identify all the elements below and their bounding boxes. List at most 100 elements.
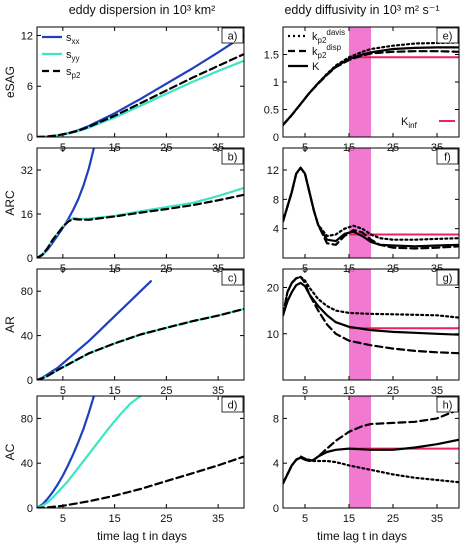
panel-letter: b) bbox=[228, 152, 238, 164]
x-tick-label: 25 bbox=[160, 513, 172, 525]
panel-letter-box bbox=[436, 27, 459, 44]
y-tick-label: 6 bbox=[27, 81, 33, 93]
y-tick-label: 12 bbox=[21, 30, 33, 42]
plot-frame bbox=[36, 395, 245, 509]
y-tick-label: 0 bbox=[273, 503, 279, 515]
series-s-yy bbox=[37, 396, 142, 508]
series-group bbox=[37, 396, 244, 508]
legend-label-k-inf: Kinf bbox=[401, 116, 418, 130]
legend-label-s-p2: sp2 bbox=[66, 66, 81, 80]
series-group bbox=[283, 408, 459, 485]
series-s-p2 bbox=[37, 53, 244, 137]
x-tick-label: 5 bbox=[60, 385, 66, 397]
panel-g: 5 15 25 35 10 20 g) bbox=[267, 268, 460, 397]
legend-label-s-xx: sxx bbox=[66, 32, 80, 46]
series-group bbox=[283, 41, 459, 126]
right-xlabel: time lag t in days bbox=[317, 529, 407, 543]
legend-label-K: K bbox=[312, 61, 320, 73]
shaded-band bbox=[349, 396, 371, 508]
plot-frame bbox=[36, 147, 245, 259]
plot-frame bbox=[282, 268, 460, 381]
series-group bbox=[37, 148, 244, 258]
panel-letter: d) bbox=[228, 400, 238, 412]
y-tick-label: 4 bbox=[273, 224, 279, 236]
y-tick-label: 40 bbox=[21, 458, 33, 470]
x-tick-label: 35 bbox=[431, 385, 443, 397]
series-s-p2 bbox=[37, 193, 244, 258]
panel-letter-box bbox=[221, 27, 244, 44]
x-tick-label: 25 bbox=[387, 513, 399, 525]
y-tick-label: 40 bbox=[21, 331, 33, 343]
series-s-xx bbox=[37, 396, 95, 508]
panel-letter: e) bbox=[443, 31, 453, 43]
panel-letter: h) bbox=[443, 400, 453, 412]
y-tick-label: 0 bbox=[27, 503, 33, 515]
plot-frame bbox=[36, 268, 245, 381]
y-tick-label: 1 bbox=[273, 77, 279, 89]
y-tick-label: 0 bbox=[27, 253, 33, 265]
y-tick-label: 10 bbox=[267, 329, 279, 341]
x-tick-label: 15 bbox=[109, 513, 121, 525]
plot-frame bbox=[282, 395, 460, 509]
series-group bbox=[37, 34, 244, 137]
x-tick-label: 5 bbox=[302, 513, 308, 525]
y-tick-label: 4 bbox=[273, 458, 279, 470]
row-label: eSAG bbox=[3, 66, 17, 98]
panel-b: 515253501632ARCb) bbox=[3, 147, 245, 275]
y-tick-label: 12 bbox=[267, 165, 279, 177]
row-label: AC bbox=[3, 443, 17, 460]
row-label: AR bbox=[3, 316, 17, 333]
series-k bbox=[283, 46, 459, 126]
y-tick-label: 20 bbox=[267, 283, 279, 295]
series-k bbox=[283, 438, 459, 485]
legend-label-k-p2-disp: kp2disp bbox=[312, 43, 342, 60]
series-k bbox=[283, 166, 459, 248]
panel-letter-box bbox=[221, 148, 244, 165]
panel-letter-box bbox=[221, 396, 244, 413]
series-s-xx bbox=[37, 148, 95, 258]
legend-label-s-yy: syy bbox=[66, 49, 80, 63]
y-tick-label: 0 bbox=[273, 132, 279, 144]
panel-letter: f) bbox=[444, 152, 451, 164]
shaded-band bbox=[349, 27, 371, 137]
x-tick-label: 35 bbox=[212, 513, 224, 525]
left-title: eddy dispersion in 10³ km² bbox=[69, 3, 216, 17]
y-tick-label: 1.5 bbox=[264, 50, 279, 62]
panel-letter: c) bbox=[228, 273, 237, 285]
series-k-p2-disp bbox=[283, 275, 459, 355]
x-tick-label: 15 bbox=[343, 385, 355, 397]
x-tick-label: 35 bbox=[431, 513, 443, 525]
y-tick-label: 16 bbox=[21, 209, 33, 221]
series-group bbox=[283, 275, 459, 355]
right-title: eddy diffusivity in 10³ m² s⁻¹ bbox=[284, 3, 439, 17]
panel-h: 5 15 25 35 0 4 8 h) bbox=[273, 395, 460, 525]
row-label: ARC bbox=[3, 190, 17, 216]
y-tick-label: 8 bbox=[273, 413, 279, 425]
series-s-p2 bbox=[37, 455, 244, 508]
y-tick-label: 8 bbox=[273, 194, 279, 206]
plot-frame bbox=[36, 26, 245, 138]
x-tick-label: 5 bbox=[302, 385, 308, 397]
y-tick-label: 32 bbox=[21, 165, 33, 177]
x-tick-label: 15 bbox=[343, 513, 355, 525]
panel-letter-box bbox=[436, 269, 459, 286]
y-tick-label: 80 bbox=[21, 413, 33, 425]
panel-letter-box bbox=[221, 269, 244, 286]
x-tick-label: 25 bbox=[160, 385, 172, 397]
x-tick-label: 35 bbox=[212, 385, 224, 397]
y-tick-label: 80 bbox=[21, 286, 33, 298]
y-tick-label: 0 bbox=[27, 375, 33, 387]
panel-letter: g) bbox=[443, 273, 453, 285]
legend-label-k-p2-davis: kp2davis bbox=[312, 28, 345, 45]
x-tick-label: 25 bbox=[387, 385, 399, 397]
x-tick-label: 15 bbox=[109, 385, 121, 397]
y-tick-label: 0.5 bbox=[264, 105, 279, 117]
panel-f: 51525354812f) bbox=[267, 147, 460, 275]
panel-c: 5 15 25 35 0 40 80 AR c) bbox=[3, 268, 245, 397]
panel-letter-box bbox=[436, 148, 459, 165]
series-group bbox=[37, 280, 244, 380]
panel-letter-box bbox=[436, 396, 459, 413]
